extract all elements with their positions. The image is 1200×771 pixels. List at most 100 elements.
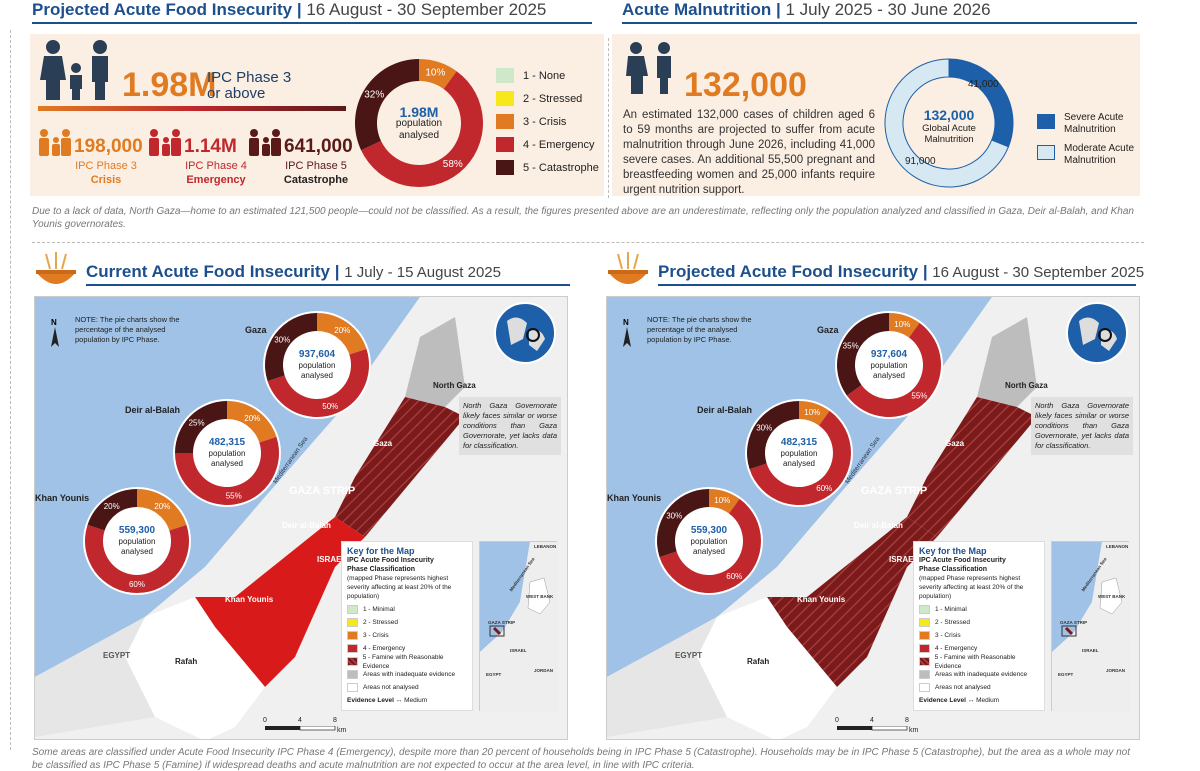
donut-slice-label: 30% bbox=[274, 336, 290, 345]
key-label: Areas with inadequate evidence bbox=[363, 671, 456, 678]
phase-ipc-label: IPC Phase 5 bbox=[285, 160, 347, 172]
donut-slice-label: 25% bbox=[189, 419, 205, 428]
area-donut-center: 559,300 population analysed bbox=[105, 525, 169, 557]
donut-slice-label: 10% bbox=[425, 68, 445, 79]
inset-label-west-bank: WEST BANK bbox=[1098, 594, 1126, 599]
donut-slice-label: 50% bbox=[322, 402, 338, 411]
area-name: Khan Younis bbox=[607, 493, 662, 503]
area-donut-line: analysed bbox=[872, 371, 906, 380]
phase-label: IPC Phase 4 Emergency bbox=[170, 159, 262, 187]
malnutrition-paragraph: An estimated 132,000 cases of children a… bbox=[623, 109, 875, 196]
key-heading: Phase Classification bbox=[347, 566, 416, 573]
key-label: Areas with inadequate evidence bbox=[935, 671, 1028, 678]
donut-slice-label: 30% bbox=[666, 512, 682, 521]
food-big-label: IPC Phase 3 or above bbox=[207, 70, 291, 102]
donut-slice bbox=[267, 348, 369, 417]
key-label: 3 - Crisis bbox=[363, 632, 389, 639]
donut-slice-label: 55% bbox=[226, 491, 242, 500]
key-swatch bbox=[347, 605, 358, 614]
area-name: Gaza bbox=[817, 325, 839, 335]
donut-slice bbox=[355, 59, 419, 151]
key-heading: IPC Acute Food Insecurity bbox=[347, 557, 434, 564]
donut-slice bbox=[747, 401, 799, 470]
map-title: Projected Acute Food Insecurity | 16 Aug… bbox=[658, 262, 1144, 282]
key-evidence: Evidence Level ↔ Medium bbox=[919, 696, 1039, 705]
key-swatch bbox=[347, 657, 358, 666]
scale-tick: 0 bbox=[835, 717, 839, 724]
area-donut-value: 937,604 bbox=[298, 349, 336, 360]
malnutrition-donut-chart bbox=[884, 58, 1014, 188]
map-title-text: Current Acute Food Insecurity bbox=[86, 262, 335, 281]
key-item: 4 - Emergency bbox=[347, 642, 467, 655]
key-swatch bbox=[347, 683, 358, 692]
label-deir: Deir al-Balah bbox=[854, 521, 903, 530]
gaza-gov-area bbox=[335, 397, 465, 537]
area-donut-value: 482,315 bbox=[780, 437, 818, 448]
donut-slice bbox=[799, 401, 830, 426]
area-name: Gaza bbox=[245, 325, 267, 335]
scale-bar: 0 4 8 km bbox=[261, 717, 381, 737]
svg-text:N: N bbox=[51, 318, 57, 327]
inset-label-west-bank: WEST BANK bbox=[526, 594, 554, 599]
legend-swatch bbox=[496, 137, 514, 152]
key-label: 5 - Famine with Reasonable Evidence bbox=[362, 653, 444, 670]
area-donut: 20% 50% 30% 937,604 population analysed bbox=[263, 311, 371, 419]
scale-unit: km bbox=[909, 727, 919, 734]
big-label-line: or above bbox=[207, 85, 266, 102]
donut-slice-label: 20% bbox=[244, 414, 260, 423]
label-north-gaza: North Gaza bbox=[1005, 381, 1048, 390]
key-item: 3 - Crisis bbox=[919, 629, 1039, 642]
label-gaza: Gaza bbox=[373, 439, 393, 448]
area-name: Khan Younis bbox=[35, 493, 90, 503]
phase-name: Emergency bbox=[186, 174, 246, 186]
donut-slice bbox=[175, 401, 227, 453]
key-item: 3 - Crisis bbox=[347, 629, 467, 642]
key-swatch bbox=[347, 670, 358, 679]
key-heading: IPC Acute Food Insecurity bbox=[919, 557, 1006, 564]
svg-text:N: N bbox=[623, 318, 629, 327]
scale-unit: km bbox=[337, 727, 347, 734]
donut-slice-label: 58% bbox=[443, 159, 463, 170]
legend-swatch bbox=[496, 68, 514, 83]
phase-value: 1.14M bbox=[184, 136, 237, 157]
key-label: 5 - Famine with Reasonable Evidence bbox=[934, 653, 1016, 670]
key-item: Areas with inadequate evidence bbox=[347, 668, 467, 681]
area-donut: 10% 55% 35% 937,604 population analysed bbox=[835, 311, 943, 419]
donut-slice bbox=[175, 436, 279, 505]
evidence-label: Evidence Level ↔ bbox=[347, 697, 405, 704]
donut-slice-label: 10% bbox=[804, 408, 820, 417]
area-donut-center: 937,604 population analysed bbox=[285, 349, 349, 381]
key-swatch bbox=[919, 644, 930, 653]
donut-slice bbox=[889, 313, 920, 338]
area-donut-center: 482,315 population analysed bbox=[195, 437, 259, 469]
area-donut-line: population bbox=[208, 449, 246, 458]
donut-slice-label: 20% bbox=[334, 326, 350, 335]
area-donut-line: analysed bbox=[210, 459, 244, 468]
donut-slice bbox=[837, 313, 889, 396]
donut-slice-label: 30% bbox=[756, 424, 772, 433]
area-donut-center: 559,300 population analysed bbox=[677, 525, 741, 557]
label-gaza-strip: GAZA STRIP bbox=[289, 485, 356, 497]
area-donut: 10% 60% 30% 482,315 population analysed bbox=[745, 399, 853, 507]
legend-swatch bbox=[1037, 114, 1055, 129]
header-sep: | bbox=[296, 0, 302, 19]
inset-label-jordan: JORDAN bbox=[534, 668, 554, 673]
donut-slice bbox=[419, 59, 457, 90]
donut-slice-label: 10% bbox=[894, 320, 910, 329]
people-icon bbox=[146, 128, 182, 158]
donut-center-value: 132,000 bbox=[923, 107, 975, 123]
scale-tick: 4 bbox=[298, 717, 302, 724]
left-border bbox=[10, 30, 11, 750]
legend-item: 4 - Emergency bbox=[496, 137, 595, 152]
malnutrition-header: Acute Malnutrition | 1 July 2025 - 30 Ju… bbox=[622, 0, 991, 20]
donut-slice-label: 20% bbox=[104, 502, 120, 511]
legend-label: 4 - Emergency bbox=[523, 138, 595, 151]
header-underline bbox=[32, 22, 592, 24]
phase-value: 641,000 bbox=[284, 136, 353, 157]
north-gaza-note: North Gaza Governorate likely faces simi… bbox=[459, 397, 561, 455]
area-donut-center: 937,604 population analysed bbox=[857, 349, 921, 381]
label-rafah: Rafah bbox=[747, 657, 770, 666]
map-title-dates: 16 August - 30 September 2025 bbox=[932, 264, 1145, 281]
area-donut: 10% 60% 30% 559,300 population analysed bbox=[655, 487, 763, 595]
map-note: NOTE: The pie charts show the percentage… bbox=[647, 315, 752, 344]
